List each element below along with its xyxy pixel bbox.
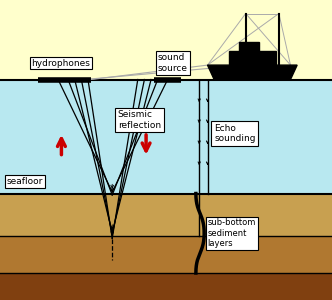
Text: Echo
sounding: Echo sounding xyxy=(214,124,256,143)
Text: seafloor: seafloor xyxy=(7,177,43,186)
Polygon shape xyxy=(229,51,276,65)
Polygon shape xyxy=(208,65,297,80)
Text: Seismic
reflection: Seismic reflection xyxy=(118,110,161,130)
Text: sub-bottom
sediment
layers: sub-bottom sediment layers xyxy=(208,218,256,248)
Polygon shape xyxy=(239,42,259,51)
Text: sound
source: sound source xyxy=(158,53,188,73)
Bar xyxy=(0,80,332,194)
Bar xyxy=(0,273,332,300)
Text: hydrophones: hydrophones xyxy=(32,58,90,68)
Bar xyxy=(0,0,332,80)
Bar xyxy=(0,194,332,236)
Bar xyxy=(0,236,332,273)
